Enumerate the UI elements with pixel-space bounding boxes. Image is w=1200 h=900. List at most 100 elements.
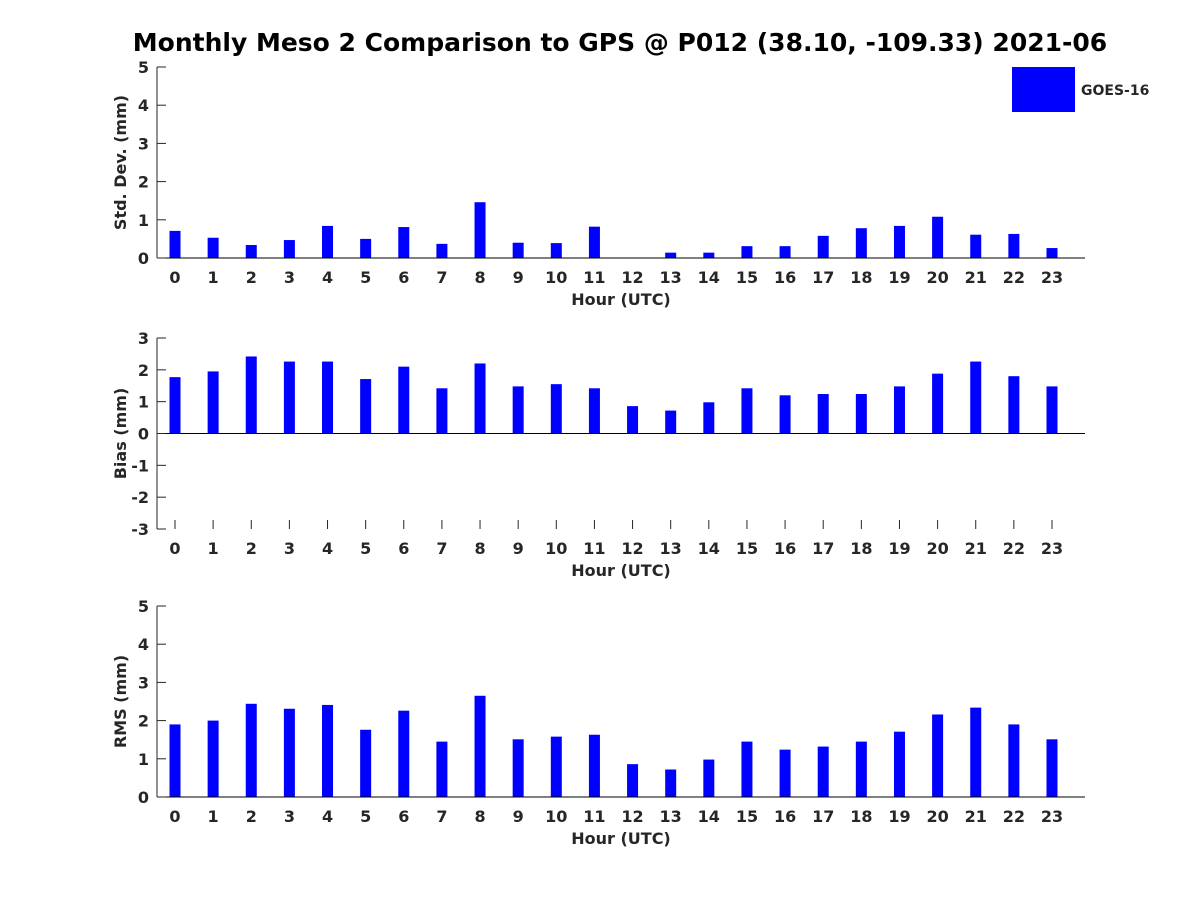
x-tick-label: 0 (169, 539, 180, 558)
bar (1008, 376, 1020, 434)
bar (893, 225, 905, 258)
bar (779, 749, 791, 797)
x-tick-label: 20 (926, 539, 948, 558)
x-tick-label: 11 (583, 539, 605, 558)
x-tick-label: 13 (660, 268, 682, 287)
x-tick-label: 10 (545, 807, 567, 826)
y-tick-label: 1 (138, 211, 149, 230)
x-tick-label: 16 (774, 807, 796, 826)
x-tick-label: 15 (736, 268, 758, 287)
x-axis-label: Hour (UTC) (571, 561, 671, 580)
x-tick-label: 18 (850, 807, 872, 826)
bar (245, 703, 257, 797)
x-tick-label: 4 (322, 268, 333, 287)
y-tick-label: 5 (138, 597, 149, 616)
legend-swatch (1012, 67, 1075, 112)
x-tick-label: 0 (169, 268, 180, 287)
bar (779, 395, 791, 434)
y-tick-label: 3 (138, 329, 149, 348)
x-tick-label: 17 (812, 807, 834, 826)
x-tick-label: 10 (545, 268, 567, 287)
x-tick-label: 11 (583, 807, 605, 826)
bar (550, 243, 562, 258)
bar (970, 707, 982, 797)
x-tick-label: 22 (1003, 539, 1025, 558)
bar (207, 237, 219, 258)
x-tick-label: 1 (208, 539, 219, 558)
bar (817, 746, 829, 797)
y-tick-label: 3 (138, 134, 149, 153)
x-tick-label: 7 (436, 539, 447, 558)
x-tick-label: 7 (436, 807, 447, 826)
x-tick-label: 12 (621, 268, 643, 287)
bar (741, 246, 753, 258)
legend-label: GOES-16 (1081, 83, 1149, 99)
x-tick-label: 19 (888, 268, 910, 287)
x-tick-label: 8 (474, 807, 485, 826)
bar (855, 394, 867, 434)
x-tick-label: 3 (284, 807, 295, 826)
y-tick-label: 4 (138, 635, 149, 654)
y-tick-label: 2 (138, 173, 149, 192)
x-tick-label: 5 (360, 268, 371, 287)
x-tick-label: 21 (965, 807, 987, 826)
bar (932, 373, 944, 434)
bar (817, 394, 829, 434)
y-tick-label: 1 (138, 393, 149, 412)
x-tick-label: 9 (513, 807, 524, 826)
bar (550, 736, 562, 797)
x-tick-label: 15 (736, 807, 758, 826)
bar (893, 386, 905, 434)
bar (741, 741, 753, 797)
x-tick-label: 9 (513, 539, 524, 558)
bar (627, 764, 639, 797)
y-tick-label: 2 (138, 361, 149, 380)
y-tick-label: 0 (138, 788, 149, 807)
bar (970, 234, 982, 258)
x-tick-label: 2 (246, 268, 257, 287)
x-tick-label: 21 (965, 539, 987, 558)
x-tick-label: 16 (774, 539, 796, 558)
bar (627, 406, 639, 434)
x-axis-label: Hour (UTC) (571, 829, 671, 848)
y-tick-label: 3 (138, 673, 149, 692)
y-tick-label: 0 (138, 249, 149, 268)
x-tick-label: 2 (246, 539, 257, 558)
bar (932, 216, 944, 258)
x-tick-label: 12 (621, 539, 643, 558)
bar (1008, 233, 1020, 258)
bar (360, 379, 372, 434)
x-tick-label: 17 (812, 539, 834, 558)
x-tick-label: 0 (169, 807, 180, 826)
x-tick-label: 5 (360, 807, 371, 826)
chart-title: Monthly Meso 2 Comparison to GPS @ P012 … (132, 28, 1108, 57)
x-tick-label: 16 (774, 268, 796, 287)
bar (283, 708, 295, 797)
x-tick-label: 19 (888, 807, 910, 826)
bar (1008, 724, 1020, 797)
x-tick-label: 23 (1041, 268, 1063, 287)
y-tick-label: 1 (138, 750, 149, 769)
x-tick-label: 1 (208, 807, 219, 826)
x-tick-label: 18 (850, 539, 872, 558)
y-tick-label: 0 (138, 425, 149, 444)
x-tick-label: 1 (208, 268, 219, 287)
bar (512, 386, 524, 434)
x-tick-label: 2 (246, 807, 257, 826)
bar (1046, 739, 1058, 797)
y-tick-label: 5 (138, 58, 149, 77)
x-tick-label: 3 (284, 268, 295, 287)
bar (588, 388, 600, 434)
x-tick-label: 7 (436, 268, 447, 287)
x-tick-label: 14 (698, 807, 720, 826)
bar (550, 384, 562, 434)
x-tick-label: 8 (474, 268, 485, 287)
bar (245, 356, 257, 434)
x-tick-label: 13 (660, 807, 682, 826)
bar (474, 202, 486, 258)
bar (283, 361, 295, 434)
x-tick-label: 4 (322, 807, 333, 826)
bar (932, 714, 944, 797)
bar (436, 388, 448, 434)
